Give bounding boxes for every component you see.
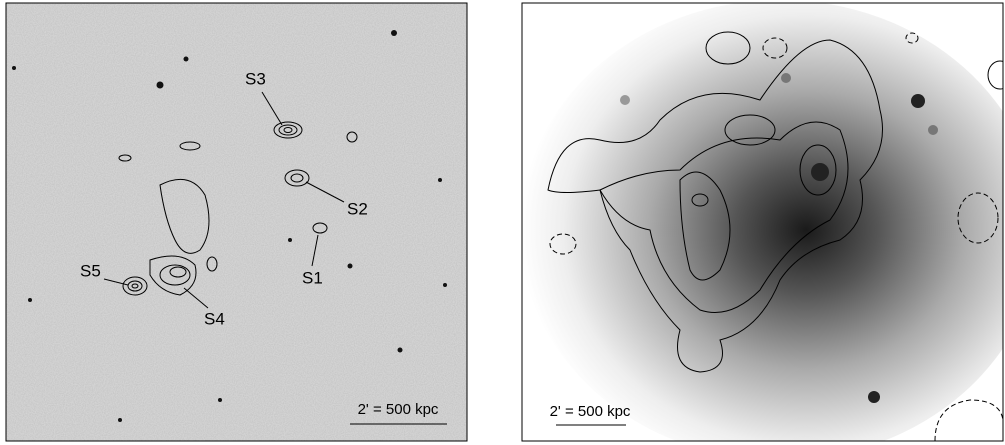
xray-emission xyxy=(522,3,1003,441)
stars xyxy=(12,30,447,422)
panel-frame xyxy=(521,2,1004,442)
point-sources xyxy=(620,73,938,403)
source-label: S4 xyxy=(204,309,225,328)
source-label: S5 xyxy=(80,261,101,280)
source-label: S2 xyxy=(347,199,368,218)
optical-panel: S3 S2 S1 S5 S4 2' = 500 kpc xyxy=(6,3,467,441)
scale-label: 2' = 500 kpc xyxy=(550,403,631,420)
source-label: S1 xyxy=(302,268,323,287)
radio-contours xyxy=(118,121,358,296)
xray-panel: 2' = 500 kpc xyxy=(522,3,1003,441)
leader-lines xyxy=(103,91,447,425)
panel-frame xyxy=(5,2,468,442)
scale-label: 2' = 500 kpc xyxy=(358,401,439,418)
source-label: S3 xyxy=(245,69,266,88)
optical-noise xyxy=(6,3,467,441)
radio-contours xyxy=(547,31,1003,441)
